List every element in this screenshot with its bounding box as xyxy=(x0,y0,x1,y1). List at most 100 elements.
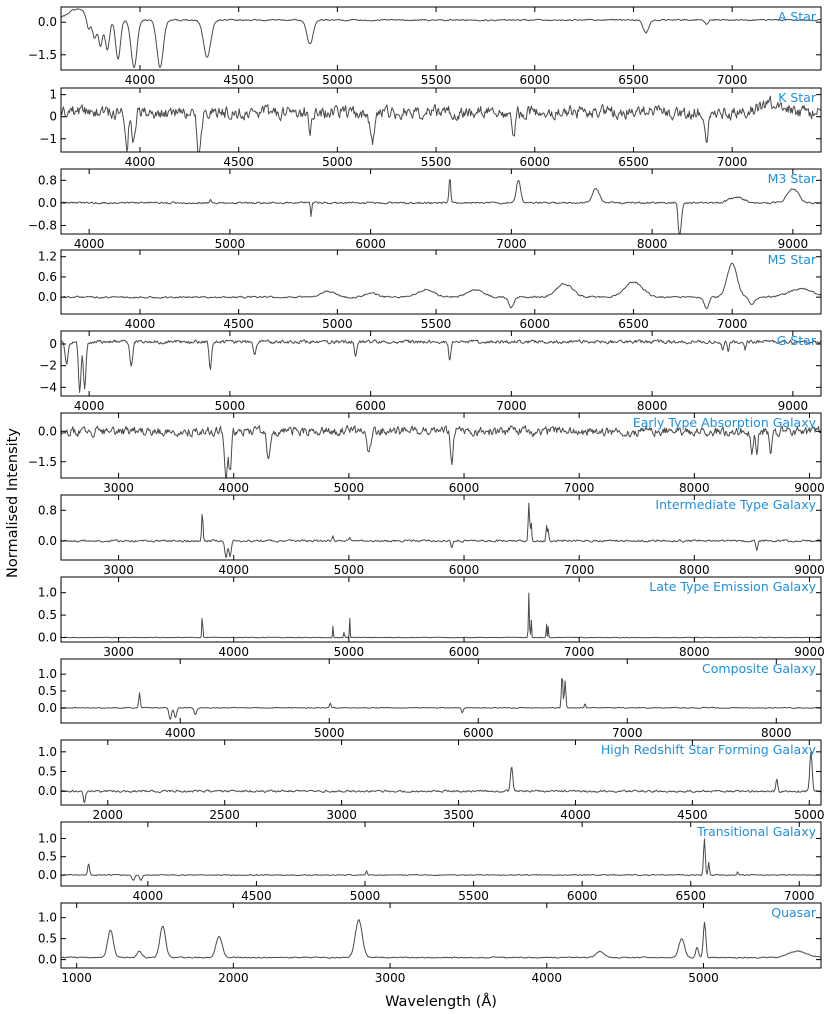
x-tick-label: 5000 xyxy=(314,726,345,740)
x-tick-label: 1000 xyxy=(61,971,92,985)
x-tick-label: 6500 xyxy=(618,317,649,331)
spectrum-line xyxy=(60,919,822,959)
x-tick-label: 8000 xyxy=(679,645,710,659)
x-tick-label: 4000 xyxy=(74,399,105,413)
spectrum-line xyxy=(60,179,822,235)
y-tick-label: 0.8 xyxy=(38,173,57,187)
x-tick-label: 2000 xyxy=(218,971,249,985)
panel-6: 3000 4000 5000 6000 7000 8000 9000 0.0 −1.5 Early… xyxy=(28,412,825,495)
panels-group: 4000 4500 5000 5500 6000 6500 7000 0.0 −1.5 A Sta… xyxy=(28,6,825,985)
spectrum-line xyxy=(60,262,822,310)
panel-8: 3000 4000 5000 6000 7000 8000 9000 1.0 0.5 0.0 Lat… xyxy=(38,576,825,659)
y-tick-label: 0.0 xyxy=(38,701,57,715)
x-tick-label: 4000 xyxy=(133,889,164,903)
x-tick-label: 9000 xyxy=(794,645,825,659)
panel-9: 4000 5000 6000 7000 8000 1.0 0.5 0.0 Composite G… xyxy=(38,658,822,740)
spectrum-line xyxy=(60,838,822,881)
x-tick-label: 4000 xyxy=(74,237,105,251)
x-tick-label: 8000 xyxy=(679,481,710,495)
x-tick-label: 4500 xyxy=(241,889,272,903)
x-tick-label: 7000 xyxy=(717,155,748,169)
x-tick-label: 6000 xyxy=(519,155,550,169)
y-tick-label: 0.5 xyxy=(38,608,57,622)
panel-4: 4000 4500 5000 5500 6000 6500 7000 1.2 0.6 0.0 M5 … xyxy=(38,249,822,331)
panel-label: Transitional Galaxy xyxy=(696,824,816,839)
y-tick-label: 1.0 xyxy=(38,911,57,925)
y-tick-label: 0 xyxy=(49,337,57,351)
x-tick-label: 5000 xyxy=(334,645,365,659)
spectrum-line xyxy=(60,95,822,153)
x-tick-label: 4000 xyxy=(125,73,156,87)
spectrum-line xyxy=(60,8,822,68)
y-tick-label: −1.5 xyxy=(28,48,57,62)
x-tick-label: 9000 xyxy=(778,237,809,251)
panel-frame xyxy=(60,494,822,561)
x-tick-label: 7000 xyxy=(717,317,748,331)
spectrum-line xyxy=(60,339,822,393)
x-tick-label: 8000 xyxy=(761,726,792,740)
x-tick-label: 4000 xyxy=(125,317,156,331)
y-tick-label: 1.0 xyxy=(38,831,57,845)
x-tick-label: 4500 xyxy=(223,73,254,87)
y-tick-label: 0.0 xyxy=(38,784,57,798)
x-tick-label: 7000 xyxy=(564,645,595,659)
panel-frame xyxy=(60,87,822,153)
y-tick-label: 1.2 xyxy=(38,250,57,264)
panel-frame xyxy=(60,739,822,806)
x-tick-label: 8000 xyxy=(637,237,668,251)
x-tick-label: 9000 xyxy=(794,563,825,577)
x-tick-label: 6000 xyxy=(519,73,550,87)
y-tick-label: 1.0 xyxy=(38,745,57,759)
x-tick-label: 4000 xyxy=(218,563,249,577)
y-tick-label: 0.6 xyxy=(38,270,57,284)
x-tick-label: 5000 xyxy=(215,237,246,251)
x-tick-label: 5000 xyxy=(322,155,353,169)
x-tick-label: 4000 xyxy=(218,645,249,659)
panel-frame xyxy=(60,249,822,315)
x-tick-label: 6500 xyxy=(618,73,649,87)
x-tick-label: 4000 xyxy=(165,726,196,740)
panel-frame xyxy=(60,821,822,887)
y-tick-label: 0.8 xyxy=(38,503,57,517)
spectrum-line xyxy=(60,592,822,639)
y-tick-label: 1.0 xyxy=(38,586,57,600)
x-tick-label: 5500 xyxy=(458,889,489,903)
x-tick-label: 8000 xyxy=(637,399,668,413)
x-tick-label: 4500 xyxy=(677,808,708,822)
panel-2: 4000 4500 5000 5500 6000 6500 7000 1 0 −1 K Star xyxy=(39,87,822,169)
x-tick-label: 6500 xyxy=(618,155,649,169)
x-tick-label: 6000 xyxy=(567,889,598,903)
x-tick-label: 6000 xyxy=(355,399,386,413)
panel-frame xyxy=(60,6,822,71)
x-tick-label: 3000 xyxy=(103,481,134,495)
x-tick-label: 5500 xyxy=(421,317,452,331)
panel-3: 4000 5000 6000 7000 8000 9000 0.8 0.0 −0.8 M3 Sta… xyxy=(28,168,822,251)
panel-label: Late Type Emission Galaxy xyxy=(649,579,816,594)
panel-label: Composite Galaxy xyxy=(702,661,817,676)
x-tick-label: 5500 xyxy=(421,155,452,169)
x-tick-label: 7000 xyxy=(496,237,527,251)
panel-5: 4000 5000 6000 7000 8000 9000 0 −2 −4 G Star xyxy=(39,330,822,413)
x-tick-label: 3000 xyxy=(103,645,134,659)
x-tick-label: 4000 xyxy=(531,971,562,985)
x-tick-label: 6000 xyxy=(463,726,494,740)
y-tick-label: 0.0 xyxy=(38,196,57,210)
y-tick-label: 0.5 xyxy=(38,932,57,946)
x-tick-label: 6000 xyxy=(449,481,480,495)
x-tick-label: 3000 xyxy=(375,971,406,985)
x-tick-label: 8000 xyxy=(679,563,710,577)
x-tick-label: 4000 xyxy=(218,481,249,495)
x-tick-label: 5500 xyxy=(421,73,452,87)
x-tick-label: 5000 xyxy=(794,808,825,822)
y-tick-label: 0.5 xyxy=(38,684,57,698)
x-tick-label: 3500 xyxy=(443,808,474,822)
y-tick-label: −1 xyxy=(39,132,57,146)
y-tick-label: 0.0 xyxy=(38,15,57,29)
panel-label: K Star xyxy=(778,90,817,105)
panel-7: 3000 4000 5000 6000 7000 8000 9000 0.8 0.0 Interm… xyxy=(38,494,825,577)
y-tick-label: 0.5 xyxy=(38,850,57,864)
y-tick-label: −0.8 xyxy=(28,219,57,233)
panel-label: Quasar xyxy=(771,905,817,920)
x-tick-label: 5000 xyxy=(334,563,365,577)
panel-label: M3 Star xyxy=(768,171,817,186)
